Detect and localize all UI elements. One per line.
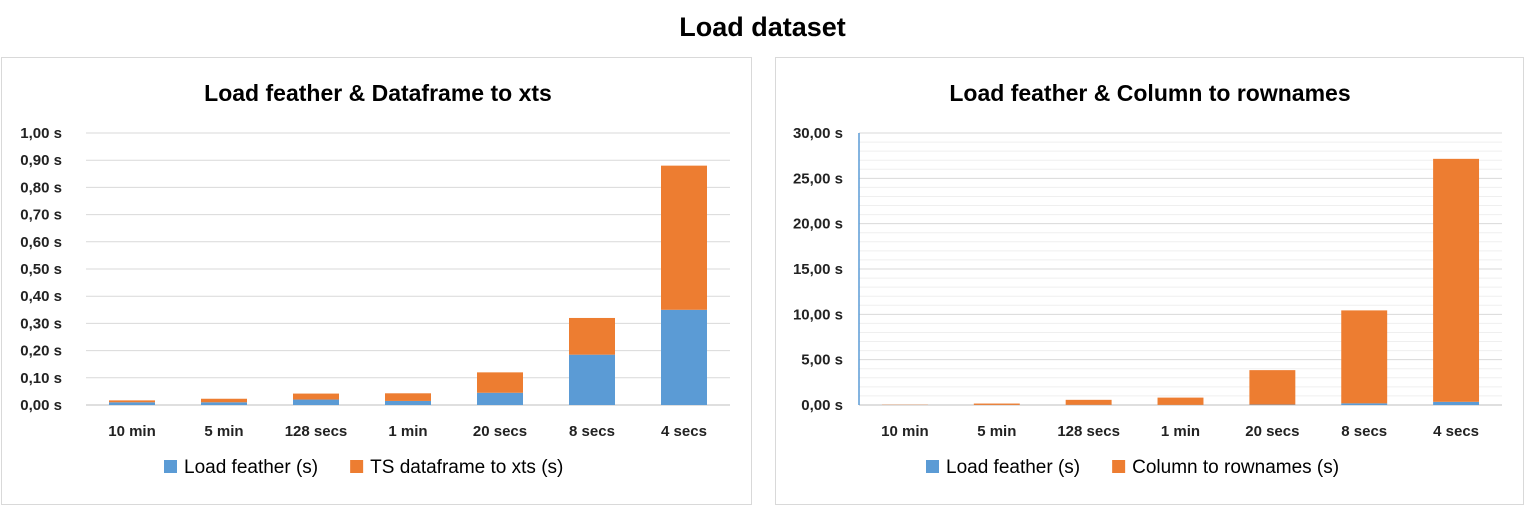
bar-secondary-1: [201, 398, 247, 403]
y-tick-label: 0,40 s: [20, 288, 62, 305]
chart-title: Load feather & Column to rownames: [949, 80, 1350, 106]
y-tick-label: 0,20 s: [20, 343, 62, 360]
bar-secondary-3: [385, 393, 431, 401]
x-tick-label: 8 secs: [1341, 423, 1387, 440]
bar-load-feather-6: [661, 309, 707, 405]
chart-left: Load feather & Dataframe to xts 0,00 s 0,1…: [20, 80, 730, 478]
y-tick-label: 0,50 s: [20, 261, 62, 278]
y-tick-label: 0,60 s: [20, 234, 62, 251]
x-tick-label: 5 min: [204, 423, 243, 440]
x-tick-label: 1 min: [388, 423, 427, 440]
x-tick-label: 128 secs: [1057, 423, 1120, 440]
legend-swatch: [350, 460, 364, 473]
bar-secondary-4: [1249, 370, 1296, 405]
bar-load-feather-2: [293, 399, 339, 405]
bar-secondary-6: [661, 165, 707, 310]
bar-secondary-2: [1065, 399, 1112, 405]
legend-label: Load feather (s): [184, 457, 318, 478]
x-tick-label: 10 min: [108, 423, 156, 440]
y-tick-label: 0,00 s: [801, 397, 843, 414]
bar-load-feather-5: [1341, 403, 1388, 405]
chart-right: Load feather & Column to rownames 0,00 s 5…: [793, 80, 1502, 478]
bar-secondary-1: [973, 403, 1020, 405]
bar-secondary-5: [569, 317, 615, 355]
y-tick-label: 0,00 s: [20, 397, 62, 414]
y-tick-label: 5,00 s: [801, 352, 843, 369]
page-title: Load dataset: [679, 12, 846, 42]
bar-load-feather-6: [1433, 401, 1480, 405]
y-tick-label: 1,00 s: [20, 125, 62, 142]
x-tick-label: 4 secs: [1433, 423, 1479, 440]
x-tick-label: 4 secs: [661, 423, 707, 440]
bar-secondary-2: [293, 393, 339, 400]
x-tick-label: 10 min: [881, 423, 929, 440]
legend-label: TS dataframe to xts (s): [370, 457, 563, 478]
y-tick-label: 0,10 s: [20, 370, 62, 387]
y-tick-label: 10,00 s: [793, 306, 843, 323]
bar-load-feather-5: [569, 354, 615, 405]
chart-title: Load feather & Dataframe to xts: [204, 80, 552, 106]
x-tick-label: 20 secs: [473, 423, 527, 440]
bar-load-feather-4: [477, 392, 523, 405]
x-tick-label: 20 secs: [1245, 423, 1299, 440]
bar-load-feather-0: [109, 402, 155, 405]
x-tick-label: 5 min: [977, 423, 1016, 440]
y-tick-label: 30,00 s: [793, 125, 843, 142]
x-tick-label: 128 secs: [285, 423, 348, 440]
y-tick-label: 0,30 s: [20, 315, 62, 332]
legend-swatch: [926, 460, 939, 473]
x-tick-label: 8 secs: [569, 423, 615, 440]
chart-panel-right: Load feather & Column to rownames 0,00 s 5…: [775, 57, 1524, 505]
bar-load-feather-3: [385, 400, 431, 405]
bar-secondary-4: [477, 372, 523, 393]
bar-secondary-5: [1341, 310, 1388, 404]
legend-swatch: [1112, 460, 1126, 473]
y-tick-label: 25,00 s: [793, 170, 843, 187]
legend-swatch: [164, 460, 177, 473]
y-tick-label: 20,00 s: [793, 216, 843, 233]
bar-secondary-3: [1157, 397, 1204, 405]
x-tick-label: 1 min: [1161, 423, 1200, 440]
y-tick-label: 0,80 s: [20, 179, 62, 196]
bar-secondary-6: [1433, 158, 1480, 402]
y-tick-label: 0,90 s: [20, 152, 62, 169]
chart-panel-left: Load feather & Dataframe to xts 0,00 s 0,1…: [1, 57, 752, 505]
legend-label: Column to rownames (s): [1132, 457, 1339, 478]
y-tick-label: 0,70 s: [20, 207, 62, 224]
legend-label: Load feather (s): [946, 457, 1080, 478]
bar-load-feather-1: [201, 402, 247, 405]
y-tick-label: 15,00 s: [793, 261, 843, 278]
bar-secondary-0: [109, 400, 155, 403]
